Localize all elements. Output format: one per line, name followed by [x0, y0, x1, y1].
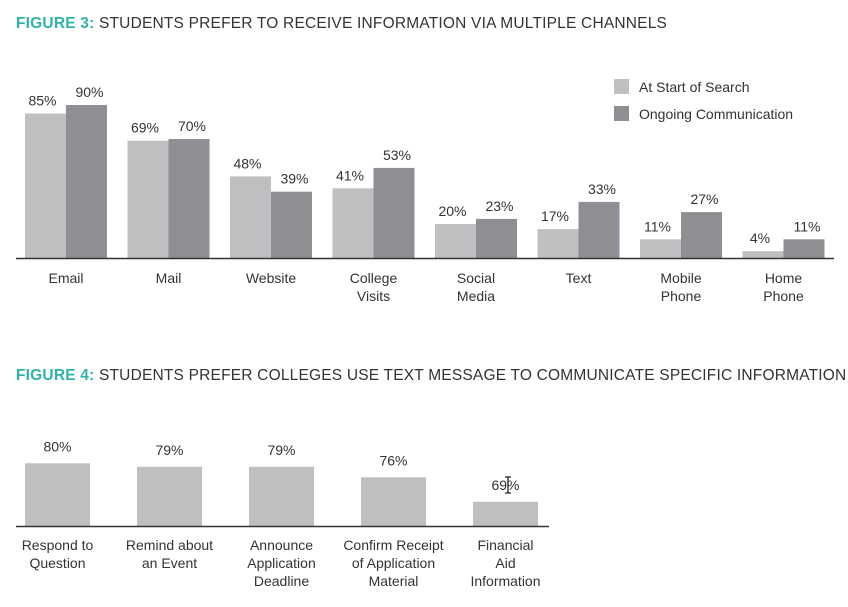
bar-start-of-search [537, 229, 579, 258]
category-label: Website [246, 270, 297, 286]
data-label: 70% [178, 118, 206, 134]
data-label: 79% [267, 442, 295, 458]
data-label: 23% [485, 198, 513, 214]
bar-text-message [473, 501, 538, 526]
category-label: Information [470, 573, 540, 589]
bar-start-of-search [742, 251, 784, 258]
category-label: an Event [142, 555, 197, 571]
figure-3-heading: STUDENTS PREFER TO RECEIVE INFORMATION V… [98, 15, 668, 32]
data-label: 85% [28, 93, 56, 109]
bar-text-message [25, 463, 90, 526]
figure-4-label: FIGURE 4: [16, 367, 95, 384]
data-label: 4% [750, 230, 770, 246]
data-label: 80% [43, 438, 71, 454]
category-label: Social [457, 270, 495, 286]
bar-text-message [137, 466, 202, 526]
data-label: 27% [690, 191, 718, 207]
data-label: 79% [155, 442, 183, 458]
data-label: 90% [75, 84, 103, 100]
category-label: Home [765, 270, 803, 286]
legend-swatch [614, 106, 629, 121]
data-label: 33% [588, 181, 616, 197]
data-label: 20% [438, 203, 466, 219]
category-label: Application [247, 555, 316, 571]
data-label: 41% [336, 167, 364, 183]
bar-start-of-search [127, 140, 169, 258]
category-label: Media [457, 288, 495, 304]
text-cursor-icon [505, 476, 511, 494]
category-label: Respond to [22, 537, 94, 553]
figure-3-label: FIGURE 3: [16, 15, 95, 32]
data-label: 76% [379, 452, 407, 468]
bar-ongoing [168, 139, 210, 258]
category-label: Announce [250, 537, 313, 553]
category-label: Remind about [126, 537, 213, 553]
data-label: 11% [644, 218, 671, 234]
bar-ongoing [783, 239, 825, 258]
bar-start-of-search [640, 239, 681, 258]
category-label: Financial [477, 537, 533, 553]
legend-label: Ongoing Communication [639, 106, 793, 122]
bar-start-of-search [25, 113, 66, 258]
category-label: Visits [357, 288, 390, 304]
category-label: Phone [661, 288, 702, 304]
category-label: Material [369, 573, 419, 589]
bar-text-message [249, 466, 314, 526]
bar-text-message [361, 477, 426, 526]
legend-label: At Start of Search [639, 79, 750, 95]
figure-3-title: FIGURE 3: STUDENTS PREFER TO RECEIVE INF… [16, 15, 667, 33]
category-label: Email [48, 270, 83, 286]
bar-ongoing [373, 167, 415, 258]
data-label: 39% [280, 171, 308, 187]
category-label: Mobile [660, 270, 701, 286]
bar-start-of-search [230, 176, 271, 258]
category-label: Text [566, 270, 592, 286]
category-label: College [350, 270, 398, 286]
bar-start-of-search [435, 224, 476, 258]
legend-swatch [614, 79, 629, 94]
bar-ongoing [681, 212, 722, 258]
figure-4-title: FIGURE 4: STUDENTS PREFER COLLEGES USE T… [16, 367, 846, 385]
category-label: Deadline [254, 573, 309, 589]
data-label: 11% [794, 218, 821, 234]
data-label: 69% [491, 477, 519, 493]
bar-ongoing [476, 218, 517, 258]
data-label: 69% [131, 120, 159, 136]
category-label: Confirm Receipt [343, 537, 443, 553]
data-label: 53% [383, 147, 411, 163]
data-label: 48% [233, 155, 261, 171]
category-label: Question [29, 555, 85, 571]
bar-ongoing [66, 105, 107, 258]
data-label: 17% [541, 208, 569, 224]
category-label: Aid [495, 555, 515, 571]
bar-ongoing [578, 201, 620, 258]
category-label: Phone [763, 288, 804, 304]
category-label: Mail [156, 270, 182, 286]
figure-4-heading: STUDENTS PREFER COLLEGES USE TEXT MESSAG… [98, 367, 847, 384]
bar-start-of-search [332, 188, 374, 258]
bar-ongoing [271, 191, 312, 258]
category-label: of Application [352, 555, 435, 571]
